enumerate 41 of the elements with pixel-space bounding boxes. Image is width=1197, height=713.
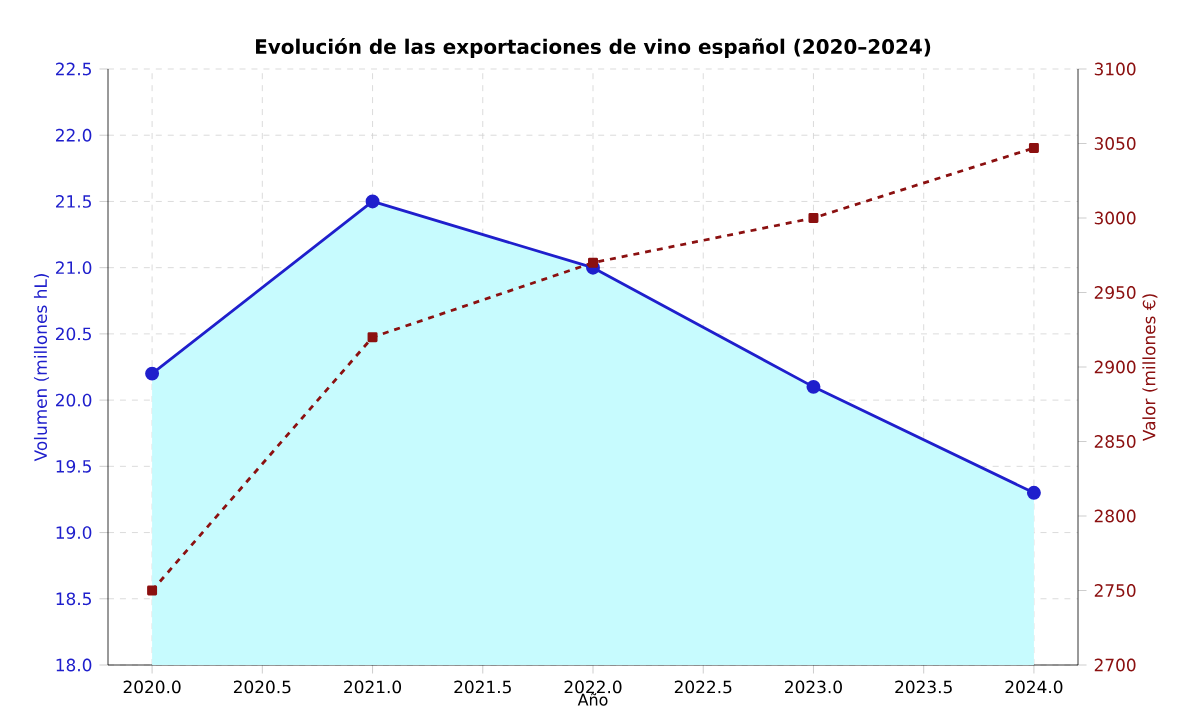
- y-tick-label: 21.5: [56, 195, 91, 208]
- y2-tick-label: 2700: [1094, 658, 1136, 672]
- x-tick-label: 2023.5: [895, 680, 952, 694]
- point: [367, 332, 378, 343]
- x-tick-label: 2020.0: [123, 680, 181, 694]
- y2-tick-label: 3050: [1094, 137, 1136, 150]
- chart-title: Evolución de las exportaciones de vino español (2020–2024): [256, 37, 931, 58]
- point: [365, 194, 380, 209]
- y-tick-label: 18.5: [56, 592, 91, 606]
- x-tick-label: 2022.5: [674, 680, 732, 694]
- x-tick-label: 2023.0: [785, 680, 842, 694]
- y-tick-label: 20.5: [56, 327, 91, 341]
- y-tick-label: 19.5: [56, 459, 91, 473]
- y-tick-label: 22.0: [56, 128, 92, 142]
- y2-tick-label: 2800: [1094, 509, 1136, 523]
- y-tick-label: 21.0: [56, 261, 92, 275]
- y2-tick-label: 2900: [1094, 360, 1136, 374]
- x-tick-label: 2020.5: [233, 680, 291, 694]
- y-tick-label: 18.0: [56, 658, 92, 672]
- x-axis-title: Año: [577, 693, 608, 706]
- x-tick-label: 2022.0: [564, 680, 622, 694]
- y2-tick-label: 3100: [1094, 62, 1136, 76]
- point: [1028, 142, 1039, 153]
- x-tick-label: 2021.5: [454, 680, 511, 694]
- point: [147, 585, 158, 596]
- y-tick-label: 19.0: [56, 526, 92, 539]
- y-tick-label: 20.0: [56, 393, 92, 407]
- x-tick-label: 2021.0: [344, 680, 402, 694]
- point: [1026, 485, 1041, 500]
- point: [806, 379, 821, 394]
- point: [808, 213, 819, 223]
- y2-tick-label: 2850: [1094, 435, 1136, 448]
- x-tick-label: 2024.0: [1005, 680, 1063, 694]
- point: [145, 366, 160, 381]
- y2-axis-title: Valor (millones €): [1142, 294, 1158, 442]
- y2-tick-label: 3000: [1094, 211, 1136, 225]
- y2-tick-label: 2950: [1094, 286, 1136, 299]
- y-axis-title: Volumen (millones hL): [33, 274, 50, 462]
- point: [588, 257, 598, 268]
- y-tick-label: 22.5: [56, 62, 91, 76]
- y2-tick-label: 2750: [1094, 584, 1136, 597]
